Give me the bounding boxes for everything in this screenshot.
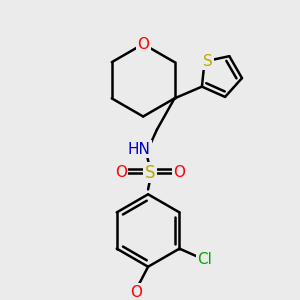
Text: HN: HN [128,142,151,157]
Text: O: O [137,37,149,52]
Text: Cl: Cl [197,252,212,267]
Text: S: S [145,164,155,182]
Text: S: S [202,54,212,69]
Text: O: O [115,165,127,180]
Text: O: O [130,285,142,300]
Text: O: O [173,165,185,180]
